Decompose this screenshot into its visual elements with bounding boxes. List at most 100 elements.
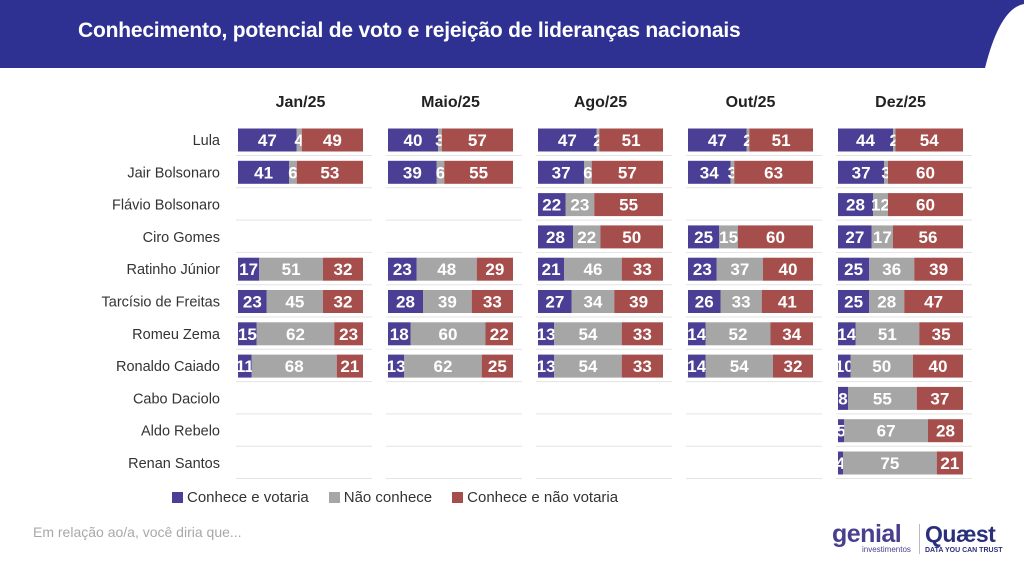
data-label-nao-conhece: 45 <box>285 293 304 312</box>
bar-segment-nao-conhece <box>719 225 738 249</box>
data-label-votaria: 41 <box>254 163 273 182</box>
bar-segment-nao-conhece <box>404 354 482 378</box>
data-label-votaria: 47 <box>558 131 577 150</box>
bar-segment-votaria <box>538 290 572 313</box>
data-label-votaria: 27 <box>545 293 564 312</box>
data-label-nao-conhece: 39 <box>438 293 457 312</box>
period-header: Jan/25 <box>276 94 326 111</box>
bar-segment-nao-votaria <box>770 322 813 346</box>
legend-item-nao-conhece: Não conhece <box>328 489 432 506</box>
bar-segment-votaria <box>538 257 565 281</box>
bar-segment-nao-conhece <box>844 419 928 443</box>
data-label-nao-votaria: 32 <box>334 293 353 312</box>
bar-segment-votaria <box>538 160 585 184</box>
data-label-nao-votaria: 39 <box>629 293 648 312</box>
data-label-nao-conhece: 54 <box>579 325 598 344</box>
data-label-nao-votaria: 33 <box>633 357 652 376</box>
legend-item-votaria: Conhece e votaria <box>172 489 309 506</box>
legend-swatch-nao-votaria <box>452 492 464 503</box>
data-label-nao-votaria: 33 <box>633 260 652 279</box>
bar-segment-nao-votaria <box>444 160 513 184</box>
bar-segment-nao-conhece <box>259 257 323 281</box>
legend-label-nao-votaria: Conhece e não votaria <box>467 489 619 506</box>
bar-segment-nao-votaria <box>928 419 963 443</box>
data-label-nao-votaria: 41 <box>778 293 797 312</box>
data-label-nao-conhece: 4 <box>295 131 305 150</box>
bar-segment-nao-conhece <box>873 193 888 217</box>
bar-segment-votaria <box>688 225 720 249</box>
bar-segment-votaria <box>238 257 260 281</box>
data-label-nao-votaria: 25 <box>488 357 507 376</box>
bar-segment-votaria <box>538 354 555 378</box>
data-label-nao-conhece: 17 <box>873 228 892 247</box>
bar-segment-votaria <box>388 128 438 152</box>
data-label-nao-conhece: 68 <box>285 357 304 376</box>
data-label-nao-votaria: 33 <box>633 325 652 344</box>
legend: Conhece e votaria Não conhece Conhece e … <box>172 489 618 506</box>
data-label-votaria: 14 <box>837 325 856 344</box>
bar-segment-nao-votaria <box>621 322 663 346</box>
footnote: Em relação ao/a, você diria que... <box>33 524 242 540</box>
data-label-nao-conhece: 6 <box>583 163 592 182</box>
bar-segment-nao-conhece <box>554 322 622 346</box>
data-label-votaria: 21 <box>542 260 561 279</box>
bar-segment-votaria <box>388 160 437 184</box>
data-label-nao-votaria: 37 <box>930 389 949 408</box>
bar-segment-votaria <box>688 290 721 313</box>
data-label-nao-conhece: 2 <box>593 131 602 150</box>
data-label-nao-conhece: 6 <box>288 163 297 182</box>
legend-label-votaria: Conhece e votaria <box>187 489 309 506</box>
data-label-nao-conhece: 54 <box>730 357 749 376</box>
page-title: Conhecimento, potencial de voto e rejeiç… <box>78 19 741 42</box>
header-background <box>0 0 1024 68</box>
data-label-nao-conhece: 15 <box>719 228 738 247</box>
data-label-nao-votaria: 28 <box>936 422 955 441</box>
bar-segment-nao-conhece <box>869 290 905 313</box>
bar-segment-nao-votaria <box>749 128 813 152</box>
bar-segment-nao-votaria <box>916 386 963 410</box>
data-label-nao-votaria: 57 <box>618 163 637 182</box>
bar-segment-nao-votaria <box>323 257 363 281</box>
data-label-nao-conhece: 51 <box>878 325 897 344</box>
data-label-votaria: 23 <box>693 260 712 279</box>
bar-segment-nao-conhece <box>871 225 893 249</box>
bar-segment-votaria <box>238 354 252 378</box>
bar-segment-nao-conhece <box>848 386 917 410</box>
bar-segment-votaria <box>688 322 706 346</box>
bar-segment-nao-votaria <box>895 128 963 152</box>
period-header: Out/25 <box>726 94 776 111</box>
bar-segment-nao-conhece <box>289 160 297 184</box>
bar-segment-nao-votaria <box>481 354 513 378</box>
bar-segment-votaria <box>688 354 706 378</box>
data-label-nao-votaria: 60 <box>916 163 935 182</box>
data-label-nao-votaria: 50 <box>622 228 641 247</box>
bar-segment-votaria <box>538 128 597 152</box>
genial-logo: genial investimentos <box>832 522 911 554</box>
data-label-nao-conhece: 22 <box>577 228 596 247</box>
data-label-nao-conhece: 3 <box>881 163 890 182</box>
data-label-votaria: 25 <box>844 293 863 312</box>
bar-segment-votaria <box>838 160 885 184</box>
data-label-nao-conhece: 23 <box>570 196 589 215</box>
data-label-votaria: 13 <box>537 357 556 376</box>
bar-segment-nao-votaria <box>599 128 663 152</box>
data-label-nao-conhece: 46 <box>584 260 603 279</box>
candidate-label: Aldo Rebelo <box>141 424 220 440</box>
data-label-nao-conhece: 67 <box>877 422 896 441</box>
bar-segment-votaria <box>238 322 257 346</box>
data-label-nao-votaria: 40 <box>929 357 948 376</box>
bar-segment-nao-conhece <box>855 322 920 346</box>
data-label-nao-votaria: 55 <box>469 163 488 182</box>
data-label-nao-conhece: 62 <box>434 357 453 376</box>
bar-segment-votaria <box>388 290 423 313</box>
bar-segment-votaria <box>388 354 405 378</box>
data-label-votaria: 23 <box>243 293 262 312</box>
bar-segment-nao-votaria <box>888 160 963 184</box>
data-label-nao-votaria: 55 <box>619 196 638 215</box>
bar-segment-nao-conhece <box>554 354 622 378</box>
data-label-nao-votaria: 32 <box>784 357 803 376</box>
bar-segment-nao-votaria <box>734 160 813 184</box>
data-label-votaria: 25 <box>694 228 713 247</box>
bar-segment-votaria <box>688 128 747 152</box>
data-label-nao-votaria: 60 <box>766 228 785 247</box>
